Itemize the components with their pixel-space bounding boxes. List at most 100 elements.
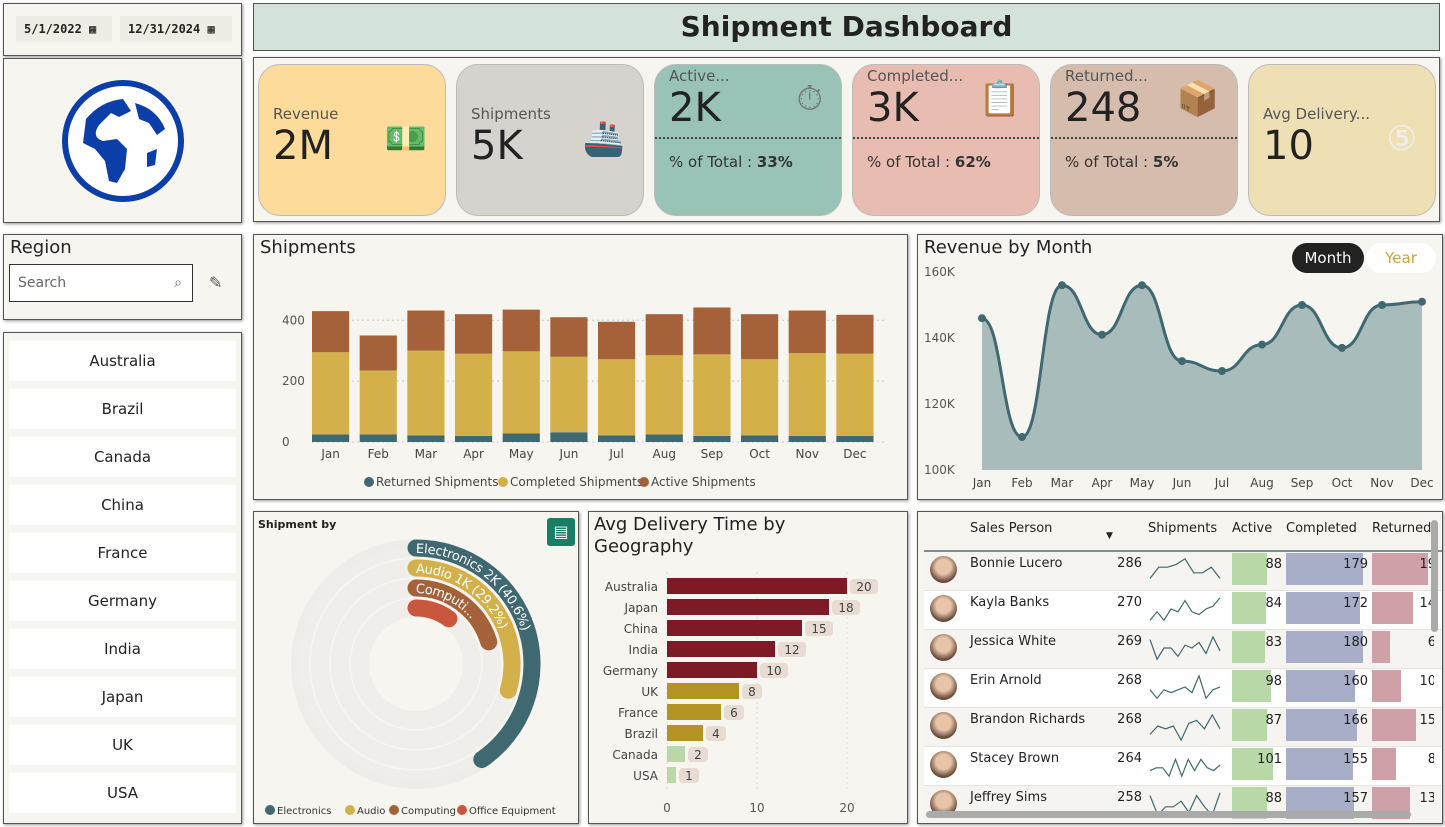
kpi-card-returned: 📦 Returned... 248 % of Total : 5% [1050,64,1238,216]
return-box-icon: 📦 [1176,79,1219,119]
track [351,599,481,729]
y-tick-label: Brazil [625,727,659,741]
vertical-scrollbar[interactable] [1431,520,1438,632]
horizontal-scrollbar[interactable] [926,811,1411,818]
region-list: Australia Brazil Canada China France Germany I… [3,332,242,824]
smart-narrative-button[interactable]: ▤ [547,518,575,546]
data-point [1098,330,1106,339]
region-item[interactable]: Japan [9,677,236,717]
bar-active-shipments [359,335,397,371]
data-point [1058,281,1066,290]
data-label-bg [850,579,878,594]
region-item[interactable]: France [9,533,236,573]
y-tick-label: USA [633,769,659,783]
legend-marker [457,805,467,815]
revenue-chart: Revenue by Month Month Year 100K 120K 140K… [917,234,1443,500]
x-tick-label: Dec [1410,476,1433,490]
y-tick-label: 200 [282,374,305,388]
checklist-icon: 📋 [978,79,1021,119]
y-tick-label: Japan [624,601,658,615]
page-title: Shipment Dashboard [253,3,1440,51]
region-item[interactable]: Germany [9,581,236,621]
start-date-input[interactable]: 5/1/2022 ▦ [16,16,112,42]
x-tick-label: Sep [701,447,724,461]
y-tick-label: 140K [924,331,956,345]
delivery-bar [667,578,847,594]
region-item[interactable]: UK [9,725,236,765]
bar-active-shipments [788,310,826,354]
y-tick-label: 0 [282,435,290,449]
x-tick-label: Oct [749,447,770,461]
x-tick-label: Oct [1332,476,1353,490]
legend-marker [265,805,275,815]
kpi-card-avgdelivery: ⑤ Avg Delivery... 10 [1248,64,1436,216]
data-label-bg [742,684,762,699]
y-tick-label: UK [641,685,659,699]
end-date-input[interactable]: 12/31/2024 ▦ [120,16,232,42]
bar-active-shipments [645,314,683,356]
bar-completed-shipments [455,353,493,436]
region-item[interactable]: Brazil [9,389,236,429]
calendar-icon: ▦ [207,22,215,36]
bar-returned-shipments [550,432,588,442]
y-tick-label: 160K [924,265,956,279]
data-label: 8 [748,685,756,699]
region-item[interactable]: USA [9,773,236,813]
logo-panel [3,58,242,223]
bar-active-shipments [598,321,636,360]
delivery-bar [667,599,829,615]
bar-completed-shipments [359,370,397,435]
month-toggle[interactable]: Month [1292,243,1364,273]
bar-active-shipments [693,307,731,355]
completed-bar [1286,670,1355,702]
money-icon: 💵 [384,119,427,159]
radial-bar-computing [407,579,498,651]
shipments-sparkline [1149,635,1221,661]
x-tick-label: Apr [463,447,484,461]
region-item[interactable]: Canada [9,437,236,477]
y-tick-label: 400 [282,313,305,327]
clear-filter-eraser-icon[interactable]: ✎ [209,273,223,292]
bar-returned-shipments [312,434,350,442]
bar-completed-shipments [550,356,588,433]
delivery-bar [667,767,676,783]
year-toggle[interactable]: Year [1366,243,1436,273]
data-point [1178,357,1186,366]
y-tick-label: India [629,643,658,657]
kpi-card-completed: 📋 Completed... 3K % of Total : 62% [852,64,1040,216]
bar-completed-shipments [407,350,445,436]
region-filter: Region Search ⌕ ✎ [3,234,242,320]
legend-label: Electronics [277,806,332,817]
region-item[interactable]: India [9,629,236,669]
y-tick-label: China [624,622,658,636]
x-tick-label: Jul [1214,476,1229,490]
region-search-input[interactable]: Search ⌕ [9,264,193,302]
region-item[interactable]: Australia [9,341,236,381]
data-point [1258,340,1266,349]
shipments-sparkline [1149,713,1221,742]
sort-desc-icon[interactable]: ▼ [1106,517,1148,552]
returned-bar [1372,748,1396,780]
y-tick-label: Australia [605,580,658,594]
bar-returned-shipments [359,434,397,442]
shipments-sparkline [1149,674,1221,700]
shipments-sparkline [1149,557,1221,579]
legend-label: Returned Shipments [376,475,498,489]
kpi-panel [253,57,1440,222]
data-label: 20 [856,580,871,594]
globe-icon [62,80,184,202]
data-point [1418,297,1426,306]
bar-completed-shipments [312,352,350,435]
region-item[interactable]: China [9,485,236,525]
bar-active-shipments [407,310,445,351]
x-tick-label: Mar [1051,476,1074,490]
x-tick-label: Aug [1250,476,1273,490]
delivery-bar [667,725,703,741]
